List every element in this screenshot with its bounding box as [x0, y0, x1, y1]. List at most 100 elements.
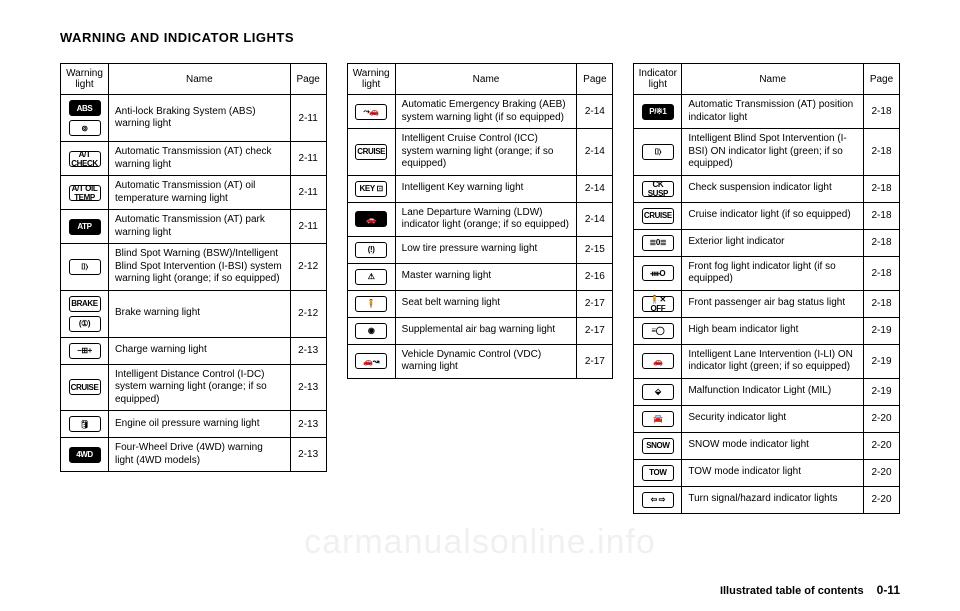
warning-light-name: Low tire pressure warning light [395, 236, 577, 263]
icon-stack: P/※1 [636, 103, 679, 121]
page-reference: 2-11 [290, 142, 326, 176]
dashboard-light-icon: 🧍✕ OFF [642, 296, 674, 312]
dashboard-light-icon: 🛢 [69, 416, 101, 432]
col-header-icon: Warning light [347, 64, 395, 95]
warning-light-name: Intelligent Key warning light [395, 175, 577, 202]
warning-light-icon-cell: CK SUSP [634, 175, 682, 202]
dashboard-light-icon: BRAKE [69, 296, 101, 312]
icon-stack: ⤳🚗 [350, 103, 393, 121]
icon-stack: −⊞+ [63, 342, 106, 360]
dashboard-light-icon: CRUISE [642, 208, 674, 224]
col-header-name: Name [395, 64, 577, 95]
warning-light-name: Charge warning light [109, 337, 291, 364]
icon-stack: ⚠ [350, 268, 393, 286]
warning-light-icon-cell: ⇦ ⇨ [634, 486, 682, 513]
warning-light-icon-cell: ATP [61, 210, 109, 244]
warning-light-name: SNOW mode indicator light [682, 432, 864, 459]
warning-light-name: Intelligent Distance Control (I-DC) syst… [109, 364, 291, 411]
warning-light-icon-cell: ≡◯ [634, 317, 682, 344]
table-row: A/T OIL TEMP Automatic Transmission (AT) … [61, 176, 327, 210]
icon-stack: TOW [636, 464, 679, 482]
dashboard-light-icon: KEY ⊡ [355, 181, 387, 197]
icon-stack: 🚗↝ [350, 352, 393, 370]
warning-light-name: Automatic Transmission (AT) oil temperat… [109, 176, 291, 210]
table-row: BRAKE(①)Brake warning light2-12 [61, 290, 327, 337]
warning-light-icon-cell: ⬙ [634, 378, 682, 405]
icon-stack: ABS⊚ [63, 99, 106, 137]
page-reference: 2-18 [864, 290, 900, 317]
col-header-name: Name [682, 64, 864, 95]
page-reference: 2-17 [577, 317, 613, 344]
warning-light-icon-cell: 🚘 [634, 405, 682, 432]
warning-light-name: Exterior light indicator [682, 229, 864, 256]
dashboard-light-icon: 🧍 [355, 296, 387, 312]
table-row: A/T CHECKAutomatic Transmission (AT) che… [61, 142, 327, 176]
indicator-lights-table: Indicator light Name Page P/※1Automatic … [633, 63, 900, 514]
warning-light-icon-cell: CRUISE [61, 364, 109, 411]
warning-light-icon-cell: A/T OIL TEMP [61, 176, 109, 210]
table-row: ⇦ ⇨Turn signal/hazard indicator lights2-… [634, 486, 900, 513]
warning-light-icon-cell: ◉ [347, 317, 395, 344]
dashboard-light-icon: ⇦ ⇨ [642, 492, 674, 508]
dashboard-light-icon: 🚗↝ [355, 353, 387, 369]
warning-light-name: Security indicator light [682, 405, 864, 432]
col-header-page: Page [290, 64, 326, 95]
dashboard-light-icon: A/T OIL TEMP [69, 185, 101, 201]
table-row: (!)Low tire pressure warning light2-15 [347, 236, 613, 263]
watermark: carmanualsonline.info [304, 523, 656, 562]
warning-light-name: Check suspension indicator light [682, 175, 864, 202]
table-row: P/※1Automatic Transmission (AT) position… [634, 95, 900, 129]
page-reference: 2-17 [577, 344, 613, 378]
dashboard-light-icon: (①) [69, 316, 101, 332]
page-reference: 2-14 [577, 175, 613, 202]
page-reference: 2-19 [864, 344, 900, 378]
warning-light-name: Seat belt warning light [395, 290, 577, 317]
icon-stack: 🚗 [350, 210, 393, 228]
warning-lights-table-1: Warning light Name Page ABS⊚Anti-lock Br… [60, 63, 327, 472]
warning-light-icon-cell: ≣0≣ [634, 229, 682, 256]
warning-light-icon-cell: 🚗 [634, 344, 682, 378]
warning-light-name: Intelligent Cruise Control (ICC) system … [395, 129, 577, 176]
warning-light-name: Four-Wheel Drive (4WD) warning light (4W… [109, 438, 291, 472]
dashboard-light-icon: ᚓO [642, 265, 674, 281]
icon-stack: CRUISE [350, 143, 393, 161]
table-row: 🚗Lane Departure Warning (LDW) indicator … [347, 202, 613, 236]
page-reference: 2-20 [864, 486, 900, 513]
page-reference: 2-19 [864, 378, 900, 405]
table-row: CRUISECruise indicator light (if so equi… [634, 202, 900, 229]
dashboard-light-icon: ≡◯ [642, 323, 674, 339]
dashboard-light-icon: 🚘 [642, 411, 674, 427]
icon-stack: CK SUSP [636, 180, 679, 198]
warning-light-icon-cell: 🚗↝ [347, 344, 395, 378]
tables-container: Warning light Name Page ABS⊚Anti-lock Br… [60, 63, 900, 514]
icon-stack: SNOW [636, 437, 679, 455]
dashboard-light-icon: TOW [642, 465, 674, 481]
dashboard-light-icon: ⬙ [642, 384, 674, 400]
warning-light-name: Front fog light indicator light (if so e… [682, 256, 864, 290]
table-row: ⚠Master warning light2-16 [347, 263, 613, 290]
page-reference: 2-20 [864, 405, 900, 432]
warning-light-icon-cell: BRAKE (①) [61, 290, 109, 337]
col-header-page: Page [864, 64, 900, 95]
warning-light-name: Automatic Transmission (AT) park warning… [109, 210, 291, 244]
page-reference: 2-13 [290, 364, 326, 411]
page-reference: 2-14 [577, 129, 613, 176]
dashboard-light-icon: ATP [69, 219, 101, 235]
warning-light-icon-cell: CRUISE [634, 202, 682, 229]
warning-light-icon-cell: 4WD [61, 438, 109, 472]
warning-light-name: Automatic Emergency Braking (AEB) system… [395, 95, 577, 129]
warning-light-icon-cell: A/T CHECK [61, 142, 109, 176]
icon-stack: A/T CHECK [63, 150, 106, 168]
page-reference: 2-11 [290, 95, 326, 142]
icon-stack: ATP [63, 218, 106, 236]
dashboard-light-icon: ⊚ [69, 120, 101, 136]
dashboard-light-icon: CK SUSP [642, 181, 674, 197]
dashboard-light-icon: P/※1 [642, 104, 674, 120]
warning-light-icon-cell: 🧍✕ OFF [634, 290, 682, 317]
warning-light-name: Engine oil pressure warning light [109, 411, 291, 438]
table-row: 🚘 Security indicator light2-20 [634, 405, 900, 432]
dashboard-light-icon: CRUISE [69, 379, 101, 395]
icon-stack: 🚘 [636, 410, 679, 428]
page-reference: 2-18 [864, 95, 900, 129]
page-reference: 2-18 [864, 256, 900, 290]
